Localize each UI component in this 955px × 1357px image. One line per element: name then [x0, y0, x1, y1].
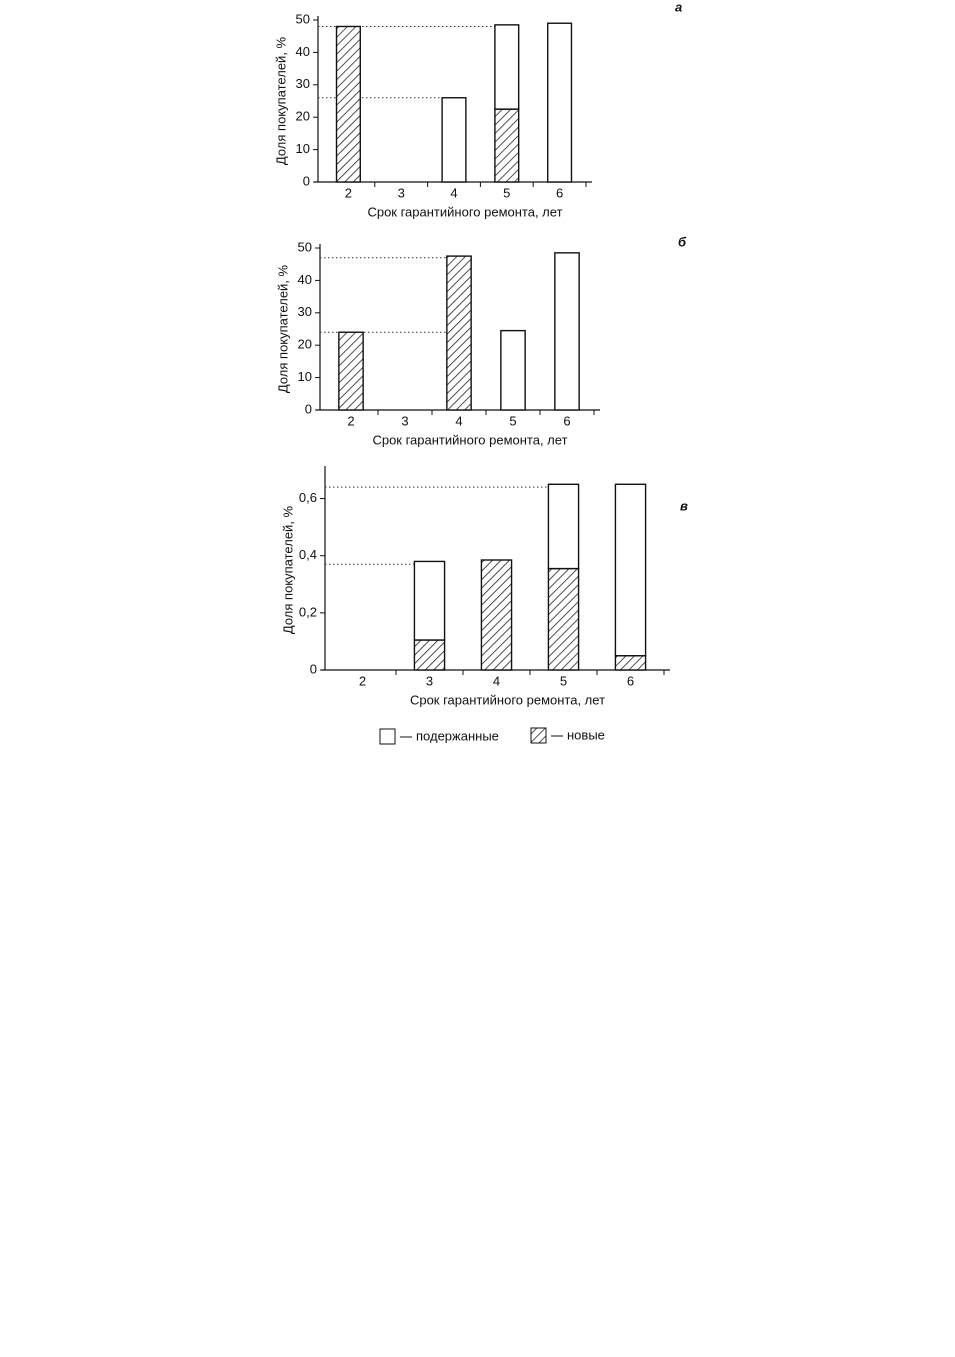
- panel-label: б: [678, 234, 687, 249]
- x-tick-label: 5: [503, 185, 510, 200]
- x-tick-label: 6: [627, 673, 634, 688]
- y-tick-label: 30: [296, 76, 310, 91]
- y-tick-label: 20: [298, 337, 312, 352]
- y-tick-label: 30: [298, 304, 312, 319]
- legend-label: новые: [567, 727, 605, 742]
- bar-segment: [480, 559, 513, 671]
- bar-segment: [494, 108, 520, 183]
- y-axis-label: Доля покупателей, %: [275, 264, 290, 393]
- x-tick-label: 4: [450, 185, 457, 200]
- legend-swatch: [379, 728, 396, 745]
- x-tick-label: 2: [359, 673, 366, 688]
- bar-segment: [547, 483, 580, 570]
- x-tick-label: 4: [455, 413, 462, 428]
- bar-segment: [413, 560, 446, 641]
- y-axis-label: Доля покупателей, %: [273, 36, 288, 165]
- x-tick-label: 3: [426, 673, 433, 688]
- bar-segment: [494, 24, 520, 110]
- y-tick-label: 10: [298, 369, 312, 384]
- bar-segment: [413, 639, 446, 671]
- bar-segment: [441, 97, 467, 183]
- y-tick-label: 0,6: [299, 490, 317, 505]
- x-tick-label: 5: [560, 673, 567, 688]
- y-tick-label: 20: [296, 109, 310, 124]
- y-tick-label: 10: [296, 141, 310, 156]
- x-tick-label: 4: [493, 673, 500, 688]
- panel-label: а: [675, 0, 682, 14]
- y-tick-label: 0,2: [299, 604, 317, 619]
- y-tick-label: 0: [303, 173, 310, 188]
- legend-label: подержанные: [416, 728, 499, 743]
- x-tick-label: 6: [556, 185, 563, 200]
- legend-swatch: [530, 727, 547, 744]
- x-tick-label: 2: [345, 185, 352, 200]
- bar-segment: [446, 255, 472, 411]
- x-tick-label: 3: [398, 185, 405, 200]
- y-tick-label: 50: [298, 239, 312, 254]
- legend: подержанные новые: [379, 727, 605, 745]
- y-tick-label: 40: [298, 272, 312, 287]
- x-axis-label: Срок гарантийного ремонта, лет: [372, 432, 567, 447]
- bar-segment: [614, 655, 647, 671]
- y-tick-label: 0: [305, 401, 312, 416]
- y-tick-label: 50: [296, 11, 310, 26]
- y-tick-label: 0: [310, 661, 317, 676]
- y-tick-label: 0,4: [299, 547, 317, 562]
- x-axis-label: Срок гарантийного ремонта, лет: [367, 204, 562, 219]
- panel-label: в: [680, 498, 688, 513]
- y-tick-label: 40: [296, 44, 310, 59]
- bar-segment: [547, 567, 580, 671]
- bar-segment: [500, 329, 526, 411]
- x-axis-label: Срок гарантийного ремонта, лет: [410, 692, 605, 707]
- x-tick-label: 3: [401, 413, 408, 428]
- x-tick-label: 2: [347, 413, 354, 428]
- bar-segment: [547, 22, 573, 183]
- x-tick-label: 6: [563, 413, 570, 428]
- bar-segment: [554, 252, 580, 411]
- y-axis-label: Доля покупателей, %: [280, 505, 295, 634]
- bar-segment: [338, 331, 364, 411]
- bar-segment: [335, 25, 361, 183]
- x-tick-label: 5: [509, 413, 516, 428]
- bar-segment: [614, 483, 647, 657]
